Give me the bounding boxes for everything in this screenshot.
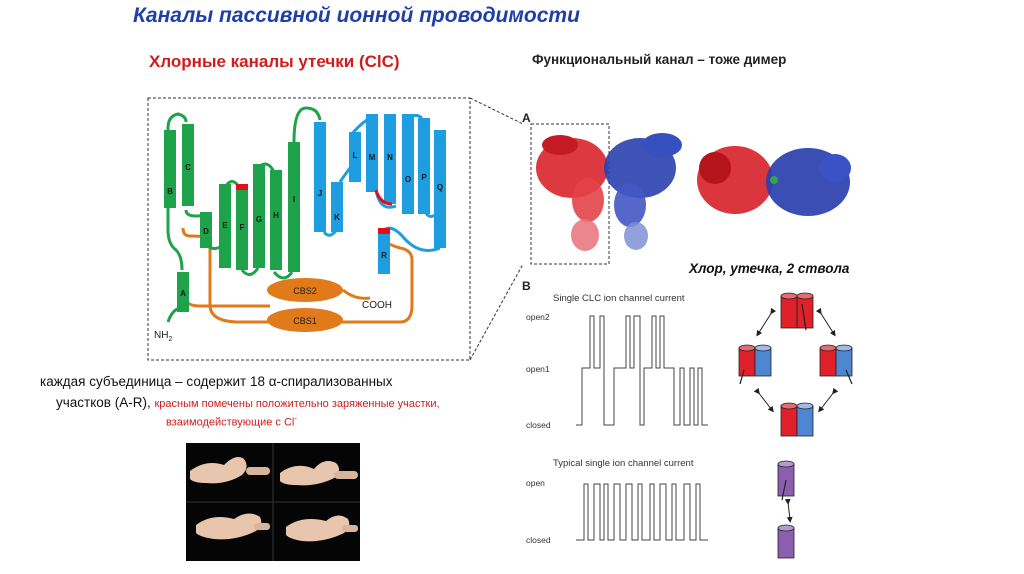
typical-current-trace: [576, 483, 708, 541]
helix-f: [236, 188, 248, 270]
helix-c: [182, 124, 194, 206]
helix-l: [349, 132, 361, 182]
helix-o: [402, 114, 414, 214]
svg-text:H: H: [273, 211, 279, 220]
svg-text:G: G: [256, 215, 262, 224]
svg-text:P: P: [421, 173, 427, 182]
double-barrel-left: [738, 344, 772, 385]
typical-current-title: Typical single ion channel current: [553, 458, 694, 469]
level-open1: open1: [526, 364, 550, 374]
cbs1-domain: [267, 308, 343, 332]
svg-text:I: I: [293, 195, 295, 204]
svg-text:Q: Q: [437, 183, 443, 192]
helix-j: [314, 122, 326, 232]
description-red-line3: взаимодействующие с Cl-: [166, 414, 297, 429]
description-red-line2: красным помечены положительно заряженные…: [154, 398, 440, 410]
cbs1-label: CBS1: [293, 316, 317, 326]
nh2-text: NH: [154, 330, 168, 341]
green-helices: [164, 124, 300, 312]
monomer-frame: [530, 123, 610, 265]
state-arrows: [753, 307, 839, 413]
cbs2-label: CBS2: [293, 286, 317, 296]
helix-d: [200, 212, 212, 248]
clc-subtitle: Хлорные каналы утечки (ClC): [149, 52, 400, 71]
helix-e: [219, 184, 231, 268]
svg-text:A: A: [180, 289, 186, 298]
helix-b: [164, 130, 176, 208]
dimer-title: Функциональный канал – тоже димер: [532, 52, 787, 67]
svg-text:F: F: [240, 223, 245, 232]
blue-helices: [314, 114, 446, 274]
helix-g: [253, 164, 265, 268]
level-closed: closed: [526, 420, 551, 430]
svg-text:K: K: [334, 213, 340, 222]
svg-text:R: R: [381, 251, 387, 260]
panel-a-label: A: [522, 111, 531, 125]
double-barrel-top: [780, 292, 814, 331]
svg-text:C: C: [185, 163, 191, 172]
zoom-line-bottom: [469, 263, 524, 361]
helix-h: [270, 170, 282, 270]
chloride-charge: -: [294, 414, 298, 423]
zoom-line-top: [469, 97, 524, 125]
double-barrel-bottom: [780, 402, 814, 437]
page-title: Каналы пассивной ионной проводимости: [133, 4, 580, 27]
helix-n: [384, 114, 396, 204]
level-closed-typical: closed: [526, 535, 551, 545]
helix-r: [378, 232, 390, 274]
level-open2: open2: [526, 312, 550, 322]
svg-text:E: E: [222, 221, 228, 230]
nh2-subscript: 2: [168, 336, 172, 343]
cbs2-domain: [267, 278, 343, 302]
svg-text:D: D: [203, 227, 209, 236]
clc-current-title: Single CLC ion channel current: [553, 293, 685, 304]
single-state-arrow: [784, 498, 793, 523]
cooh-label: COOH: [362, 300, 392, 311]
cooh-tail: [342, 288, 371, 300]
svg-text:L: L: [353, 151, 358, 160]
helix-i: [288, 142, 300, 272]
helix-m: [366, 114, 378, 192]
helix-k: [331, 182, 343, 232]
helix-a: [177, 272, 189, 312]
level-open: open: [526, 478, 545, 488]
dimer-structure-top: [697, 146, 851, 216]
dimer-label: Хлор, утечка, 2 ствола: [689, 261, 850, 276]
topology-frame: [147, 97, 471, 361]
double-barrel-right: [819, 344, 853, 385]
svg-text:B: B: [167, 187, 173, 196]
nh2-label: NH2: [154, 330, 172, 343]
svg-text:O: O: [405, 175, 411, 184]
helix-q: [434, 130, 446, 248]
description-red-text: взаимодействующие с Cl: [166, 416, 295, 429]
svg-text:N: N: [387, 153, 393, 162]
orange-linker-2: [184, 290, 270, 308]
svg-text:J: J: [318, 189, 322, 198]
helix-letters: A B C D E F G H I J K L M N O P Q R: [167, 151, 443, 298]
clc-current-trace: [576, 315, 708, 426]
charged-segments: [236, 184, 393, 234]
description-line1: каждая субъединица – содержит 18 α-спира…: [40, 374, 393, 389]
description-line2: участков (A-R), красным помечены положит…: [56, 395, 440, 410]
hand-gestures-drawing: [186, 443, 360, 561]
description-segments: участков (A-R),: [56, 395, 151, 410]
svg-text:M: M: [369, 153, 376, 162]
dimer-structure-side: [536, 133, 682, 251]
panel-b-label: B: [522, 279, 531, 293]
helix-p: [418, 118, 430, 214]
single-barrel-open: [777, 460, 795, 501]
single-barrel-closed: [777, 524, 795, 559]
hand-gestures-photo: [186, 443, 360, 561]
